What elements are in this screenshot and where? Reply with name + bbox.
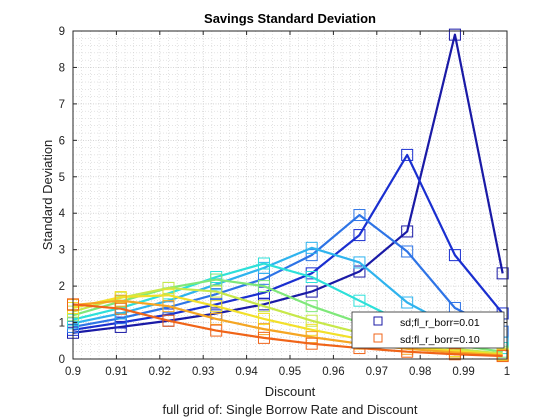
data-point-marker — [257, 312, 270, 325]
chart-title: Savings Standard Deviation — [204, 11, 376, 26]
y-tick-label: 7 — [59, 99, 65, 111]
y-tick-label: 0 — [59, 354, 65, 366]
x-tick-label: 0.98 — [409, 366, 431, 378]
y-tick-label: 6 — [59, 135, 65, 147]
data-point-marker — [305, 314, 318, 327]
data-point-marker — [257, 323, 270, 336]
data-point-marker — [353, 256, 366, 269]
data-point-marker — [401, 296, 414, 309]
y-tick-label: 8 — [59, 62, 65, 74]
data-point-marker — [496, 350, 509, 363]
x-tick-label: 0.99 — [452, 366, 474, 378]
y-axis-ticks: 0 1 2 3 4 5 6 7 8 9 — [59, 26, 507, 366]
data-point-marker — [305, 271, 318, 283]
data-point-marker — [353, 294, 366, 307]
data-point-marker — [162, 281, 175, 294]
series-line — [72, 153, 504, 331]
data-point-marker — [401, 225, 414, 238]
data-point-marker — [210, 312, 223, 325]
data-point-marker — [353, 265, 366, 278]
legend-marker-first — [373, 316, 383, 326]
x-tick-label: 0.92 — [149, 366, 171, 378]
data-point-marker — [401, 245, 414, 258]
data-point-marker — [353, 209, 366, 222]
data-point-marker — [305, 285, 318, 298]
x-tick-label: 0.9 — [65, 366, 81, 378]
series-line — [72, 299, 503, 357]
figure-footer: full grid of: Single Borrow Rate and Dis… — [162, 402, 417, 417]
data-point-marker — [257, 331, 270, 344]
data-point-marker — [162, 314, 175, 327]
data-point-marker — [305, 241, 318, 254]
x-axis-label: Discount — [265, 384, 316, 399]
legend-label-last: sd;fl_r_borr=0.10 — [400, 334, 480, 346]
data-point-marker — [257, 300, 270, 313]
data-point-marker — [401, 148, 414, 161]
series-line — [72, 33, 504, 334]
data-point-marker — [353, 229, 366, 242]
data-point-marker — [257, 280, 270, 293]
legend-label-first: sd;fl_r_borr=0.01 — [400, 317, 480, 329]
data-point-marker — [210, 285, 223, 298]
x-tick-label: 1 — [504, 366, 510, 378]
data-point-marker — [162, 300, 175, 313]
legend-marker-last — [373, 333, 383, 343]
y-tick-label: 3 — [59, 245, 65, 257]
x-tick-label: 0.94 — [235, 366, 258, 378]
x-tick-label: 0.95 — [279, 366, 301, 378]
y-tick-label: 5 — [59, 172, 65, 184]
x-axis-ticks: 0.9 0.91 0.92 0.93 0.94 0.95 0.96 0.97 0.98 0.99 1 — [65, 31, 510, 378]
series-line — [72, 303, 503, 358]
y-axis-label: Standard Deviation — [40, 140, 55, 251]
x-tick-label: 0.97 — [366, 366, 388, 378]
series-line — [72, 213, 504, 333]
data-point-marker — [210, 300, 223, 313]
y-tick-label: 4 — [59, 208, 66, 220]
x-tick-label: 0.93 — [192, 366, 214, 378]
y-tick-label: 1 — [59, 318, 65, 330]
data-point-marker — [210, 273, 223, 286]
data-point-marker — [448, 348, 461, 361]
x-tick-label: 0.96 — [322, 366, 344, 378]
data-point-marker — [496, 267, 509, 280]
data-point-marker — [305, 249, 318, 262]
data-point-marker — [210, 324, 223, 337]
data-point-marker — [305, 323, 318, 336]
y-tick-label: 9 — [59, 26, 65, 38]
data-point-marker — [448, 28, 461, 41]
series-line — [72, 294, 503, 356]
data-point-marker — [257, 257, 270, 270]
legend: sd;fl_r_borr=0.01 sd;fl_r_borr=0.10 — [351, 311, 505, 349]
data-point-marker — [114, 294, 127, 307]
series-10 — [67, 298, 509, 363]
data-point-marker — [305, 300, 318, 313]
data-point-marker — [448, 249, 461, 262]
x-tick-label: 0.91 — [105, 366, 127, 378]
data-point-marker — [114, 302, 127, 315]
data-point-marker — [305, 337, 318, 350]
y-tick-label: 2 — [59, 281, 65, 293]
